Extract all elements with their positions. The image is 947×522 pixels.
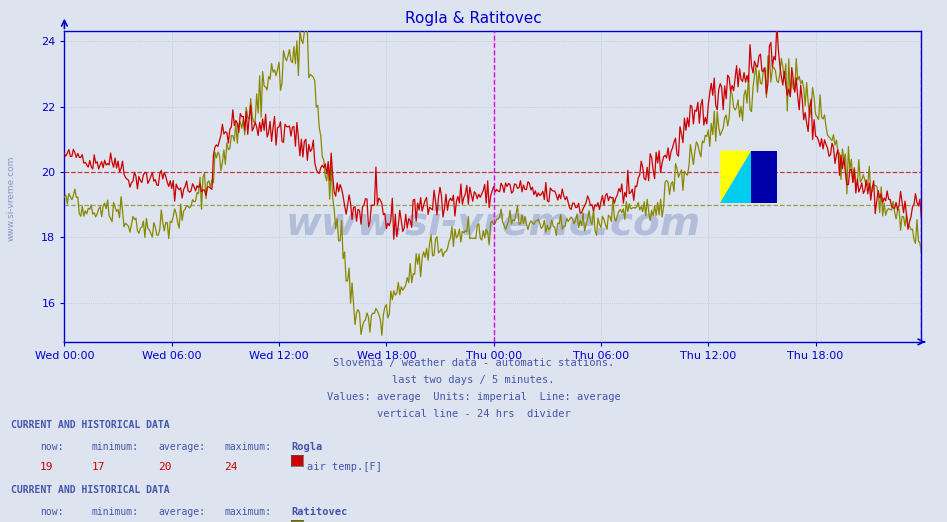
Text: Ratitovec: Ratitovec [292,507,348,517]
Text: last two days / 5 minutes.: last two days / 5 minutes. [392,375,555,385]
Text: 20: 20 [158,462,171,472]
Text: now:: now: [40,442,63,452]
Text: maximum:: maximum: [224,507,272,517]
Text: www.si-vreme.com: www.si-vreme.com [7,156,16,241]
Polygon shape [721,151,751,203]
Text: Rogla & Ratitovec: Rogla & Ratitovec [405,11,542,26]
Text: 19: 19 [40,462,53,472]
Text: minimum:: minimum: [92,442,139,452]
Text: average:: average: [158,507,205,517]
Text: vertical line - 24 hrs  divider: vertical line - 24 hrs divider [377,409,570,419]
Bar [751,151,777,203]
Text: maximum:: maximum: [224,442,272,452]
Text: air temp.[F]: air temp.[F] [307,462,382,472]
Text: 24: 24 [224,462,238,472]
Text: 17: 17 [92,462,105,472]
Text: www.si-vreme.com: www.si-vreme.com [285,205,701,243]
Text: Values: average  Units: imperial  Line: average: Values: average Units: imperial Line: av… [327,392,620,402]
Text: Rogla: Rogla [292,442,323,452]
Text: CURRENT AND HISTORICAL DATA: CURRENT AND HISTORICAL DATA [11,485,170,495]
Text: average:: average: [158,442,205,452]
Polygon shape [721,151,751,203]
Text: CURRENT AND HISTORICAL DATA: CURRENT AND HISTORICAL DATA [11,420,170,430]
Text: minimum:: minimum: [92,507,139,517]
Text: Slovenia / weather data - automatic stations.: Slovenia / weather data - automatic stat… [333,358,614,367]
Text: now:: now: [40,507,63,517]
